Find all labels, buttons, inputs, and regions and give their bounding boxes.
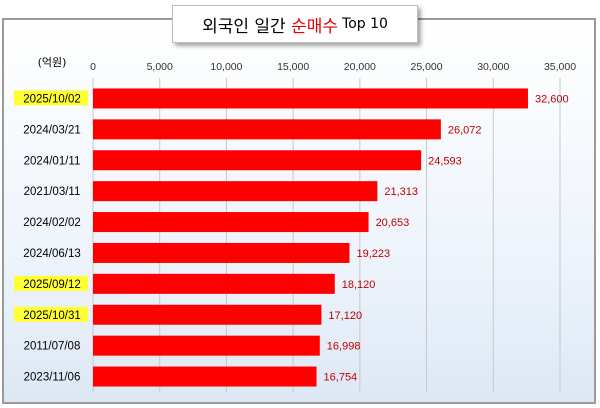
category-label: 2021/03/11 bbox=[24, 186, 81, 198]
x-tick-label: 30,000 bbox=[477, 61, 509, 73]
bar bbox=[93, 212, 369, 233]
value-label: 26,072 bbox=[448, 124, 482, 136]
highlight-marks bbox=[14, 90, 88, 322]
value-label: 19,223 bbox=[356, 248, 390, 260]
value-label: 17,120 bbox=[328, 310, 362, 322]
value-labels: 32,600 26,072 24,593 21,313 20,653 19,223 18,1… bbox=[324, 93, 569, 383]
x-axis-ticks: 0 5,000 10,000 15,000 20,000 25,000 30,000 35,0… bbox=[90, 61, 576, 73]
x-tick-label: 10,000 bbox=[210, 61, 242, 73]
x-tick-label: 5,000 bbox=[147, 61, 173, 73]
bar bbox=[93, 150, 422, 171]
bar bbox=[93, 273, 335, 294]
bar bbox=[93, 366, 317, 387]
x-tick-label: 0 bbox=[90, 61, 96, 73]
category-label: 2025/10/02 bbox=[23, 93, 81, 105]
value-label: 21,313 bbox=[384, 186, 418, 198]
value-label: 20,653 bbox=[376, 217, 410, 229]
title-prefix: 외국인 일간 bbox=[202, 16, 292, 37]
category-label: 2025/09/12 bbox=[23, 279, 81, 291]
value-label: 32,600 bbox=[535, 93, 569, 105]
x-tick-label: 35,000 bbox=[544, 61, 576, 73]
highlight-mark bbox=[14, 306, 88, 322]
bar bbox=[93, 335, 320, 356]
category-label: 2024/03/21 bbox=[23, 124, 81, 136]
category-label: 2011/07/08 bbox=[24, 341, 81, 353]
value-label: 16,754 bbox=[324, 372, 358, 384]
bar bbox=[93, 119, 441, 140]
category-label: 2023/11/06 bbox=[24, 372, 81, 384]
category-label: 2024/01/11 bbox=[24, 155, 81, 167]
value-label: 16,998 bbox=[327, 341, 361, 353]
x-tick-label: 15,000 bbox=[277, 61, 309, 73]
value-label: 24,593 bbox=[428, 155, 462, 167]
x-tick-label: 20,000 bbox=[344, 61, 376, 73]
bar bbox=[93, 304, 322, 325]
highlight-mark bbox=[14, 275, 88, 291]
highlight-mark bbox=[14, 90, 88, 106]
bars bbox=[93, 88, 528, 387]
value-label: 18,120 bbox=[342, 279, 376, 291]
chart-title: 외국인 일간 순매수 Top 10 bbox=[172, 5, 418, 43]
category-label: 2024/02/02 bbox=[23, 217, 81, 229]
bar bbox=[93, 88, 528, 109]
unit-label: (억원) bbox=[38, 56, 67, 69]
bar bbox=[93, 181, 378, 202]
category-labels: 2025/10/02 2024/03/21 2024/01/11 2021/03/11… bbox=[23, 93, 81, 383]
x-tick-label: 25,000 bbox=[411, 61, 443, 73]
bar bbox=[93, 242, 350, 263]
category-label: 2024/06/13 bbox=[23, 248, 81, 260]
title-accent: 순매수 bbox=[291, 16, 339, 37]
title-suffix: Top 10 bbox=[342, 16, 388, 32]
category-label: 2025/10/31 bbox=[23, 310, 81, 322]
